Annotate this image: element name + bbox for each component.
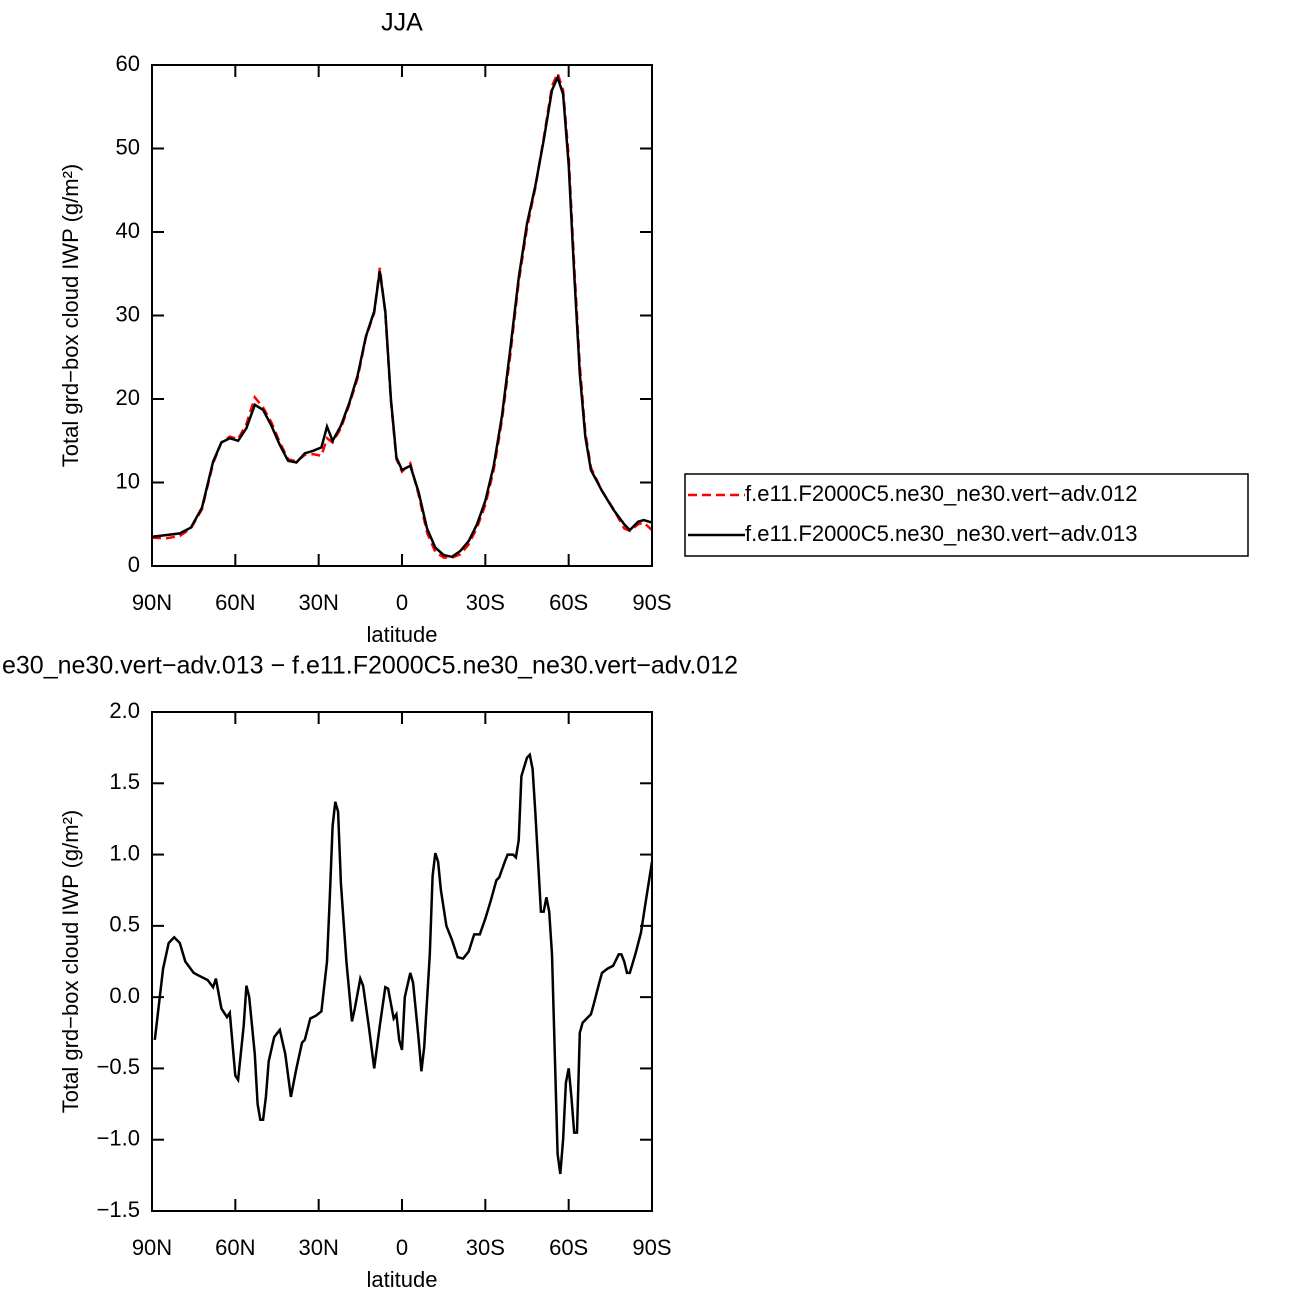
x-tick-label: 0	[396, 1235, 408, 1260]
x-tick-label: 30N	[298, 590, 338, 615]
y-tick-label: 2.0	[109, 698, 140, 723]
y-tick-label: 0.0	[109, 983, 140, 1008]
x-tick-label: 90S	[632, 590, 671, 615]
legend-box	[684, 473, 1249, 557]
y-tick-label: 40	[116, 218, 140, 243]
plot-frame	[151, 711, 653, 1212]
x-tick-label: 90N	[132, 590, 172, 615]
x-axis-label: latitude	[367, 622, 438, 647]
y-tick-label: −0.5	[97, 1054, 140, 1079]
x-tick-label: 90S	[632, 1235, 671, 1260]
x-tick-label: 0	[396, 590, 408, 615]
x-tick-label: 60N	[215, 590, 255, 615]
data-line	[151, 74, 653, 559]
data-line	[153, 752, 654, 1175]
x-tick-label: 30S	[466, 590, 505, 615]
y-tick-label: 1.0	[109, 840, 140, 865]
y-axis-label: Total grd−box cloud IWP (g/m²)	[58, 810, 83, 1113]
chart-title: e30_ne30.vert−adv.013 − f.e11.F2000C5.ne…	[2, 652, 738, 680]
y-tick-label: 50	[116, 134, 140, 159]
y-tick-label: 20	[116, 385, 140, 410]
legend-label: f.e11.F2000C5.ne30_ne30.vert−adv.012	[745, 481, 1137, 506]
x-tick-label: 90N	[132, 1235, 172, 1260]
plot-frame	[151, 64, 653, 567]
x-tick-label: 60N	[215, 1235, 255, 1260]
x-tick-label: 30N	[298, 1235, 338, 1260]
y-tick-label: −1.0	[97, 1126, 140, 1151]
y-tick-label: 0	[128, 552, 140, 577]
legend-label: f.e11.F2000C5.ne30_ne30.vert−adv.013	[745, 521, 1137, 546]
chart-title: JJA	[381, 9, 423, 37]
y-tick-label: 1.5	[109, 769, 140, 794]
y-tick-label: 10	[116, 468, 140, 493]
y-tick-label: −1.5	[97, 1197, 140, 1222]
y-tick-label: 30	[116, 301, 140, 326]
y-tick-label: 60	[116, 51, 140, 76]
x-tick-label: 30S	[466, 1235, 505, 1260]
x-tick-label: 60S	[549, 1235, 588, 1260]
x-tick-label: 60S	[549, 590, 588, 615]
x-axis-label: latitude	[367, 1267, 438, 1292]
y-axis-label: Total grd−box cloud IWP (g/m²)	[58, 164, 83, 467]
y-tick-label: 0.5	[109, 912, 140, 937]
